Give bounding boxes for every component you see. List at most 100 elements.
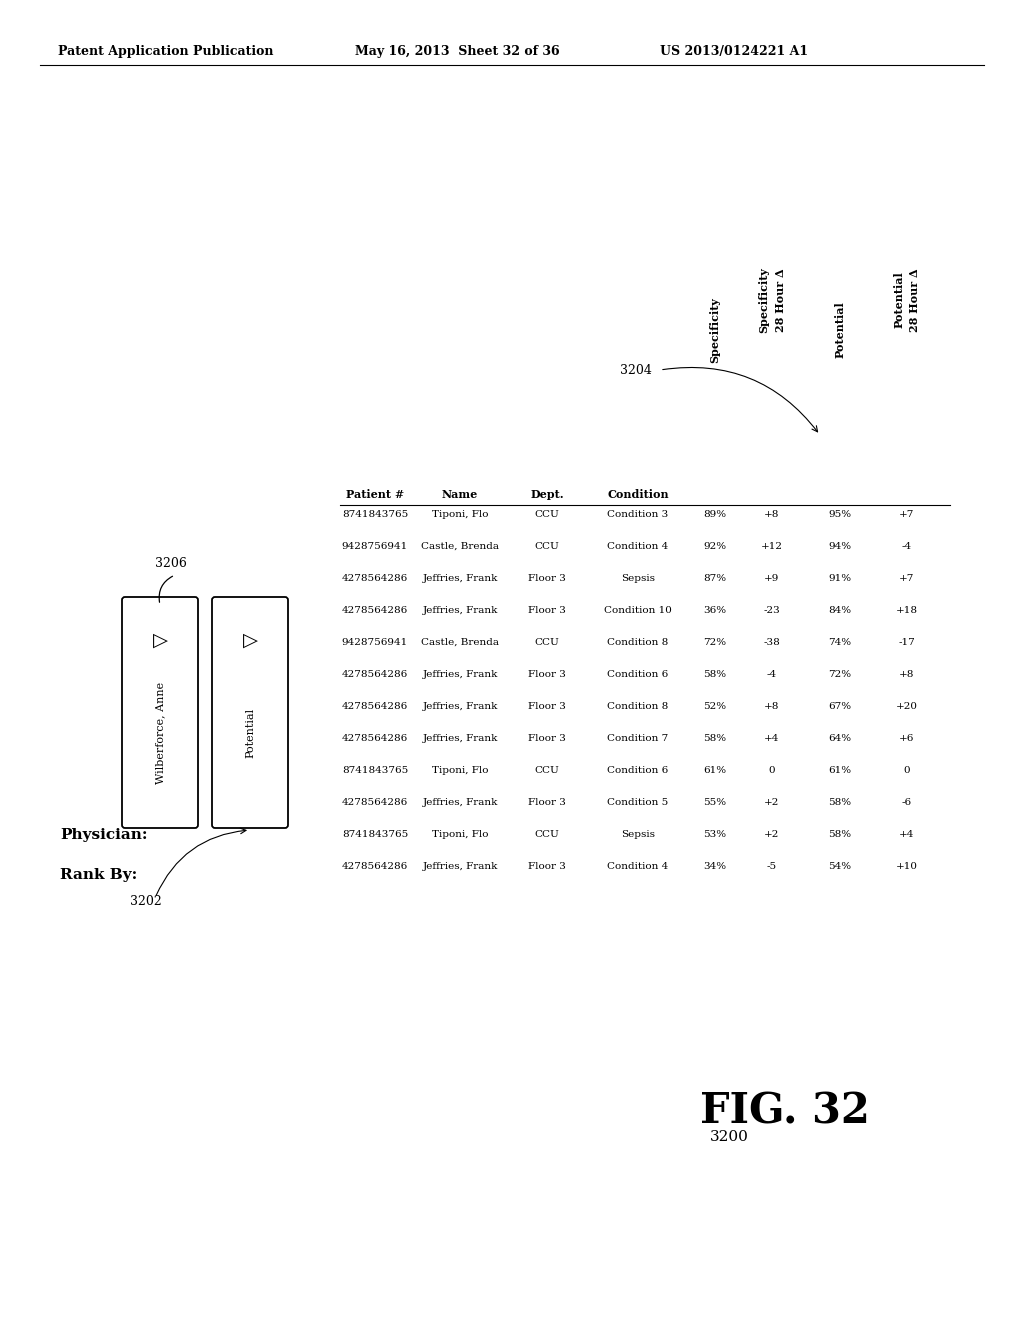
Text: -4: -4 [767, 671, 777, 678]
Text: -38: -38 [764, 638, 780, 647]
Text: US 2013/0124221 A1: US 2013/0124221 A1 [660, 45, 808, 58]
Text: Jeffries, Frank: Jeffries, Frank [422, 606, 498, 615]
Text: Castle, Brenda: Castle, Brenda [421, 543, 499, 550]
Text: 3206: 3206 [155, 557, 186, 570]
Text: 58%: 58% [828, 830, 852, 840]
Text: 3200: 3200 [710, 1130, 749, 1144]
Text: Tiponi, Flo: Tiponi, Flo [432, 766, 488, 775]
Text: 89%: 89% [703, 510, 727, 519]
Text: +18: +18 [896, 606, 918, 615]
Text: Condition 8: Condition 8 [607, 702, 669, 711]
Text: +7: +7 [899, 574, 914, 583]
Text: +6: +6 [899, 734, 914, 743]
Text: Condition 6: Condition 6 [607, 766, 669, 775]
Text: Jeffries, Frank: Jeffries, Frank [422, 799, 498, 807]
Text: 4278564286: 4278564286 [342, 574, 409, 583]
Text: Jeffries, Frank: Jeffries, Frank [422, 671, 498, 678]
Text: ▷: ▷ [153, 631, 168, 649]
Text: Condition 5: Condition 5 [607, 799, 669, 807]
Text: Dept.: Dept. [530, 488, 564, 500]
Text: Name: Name [442, 488, 478, 500]
Text: 95%: 95% [828, 510, 852, 519]
Text: Floor 3: Floor 3 [528, 862, 566, 871]
Text: 4278564286: 4278564286 [342, 671, 409, 678]
Text: 54%: 54% [828, 862, 852, 871]
Text: 74%: 74% [828, 638, 852, 647]
Text: 0: 0 [904, 766, 910, 775]
Text: Specificity: Specificity [710, 297, 721, 363]
Text: Condition 7: Condition 7 [607, 734, 669, 743]
Text: Condition 8: Condition 8 [607, 638, 669, 647]
Text: CCU: CCU [535, 830, 559, 840]
FancyBboxPatch shape [212, 597, 288, 828]
Text: 4278564286: 4278564286 [342, 702, 409, 711]
Text: 9428756941: 9428756941 [342, 638, 409, 647]
Text: +8: +8 [899, 671, 914, 678]
Text: Condition 10: Condition 10 [604, 606, 672, 615]
Text: CCU: CCU [535, 543, 559, 550]
Text: Tiponi, Flo: Tiponi, Flo [432, 510, 488, 519]
Text: CCU: CCU [535, 766, 559, 775]
Text: 55%: 55% [703, 799, 727, 807]
Text: Jeffries, Frank: Jeffries, Frank [422, 574, 498, 583]
Text: -23: -23 [764, 606, 780, 615]
Text: Floor 3: Floor 3 [528, 606, 566, 615]
Text: Specificity: Specificity [759, 267, 769, 333]
Text: Floor 3: Floor 3 [528, 702, 566, 711]
Text: FIG. 32: FIG. 32 [700, 1090, 869, 1133]
Text: 36%: 36% [703, 606, 727, 615]
Text: Jeffries, Frank: Jeffries, Frank [422, 734, 498, 743]
Text: 52%: 52% [703, 702, 727, 711]
Text: 4278564286: 4278564286 [342, 862, 409, 871]
Text: +9: +9 [764, 574, 779, 583]
Text: Condition 4: Condition 4 [607, 862, 669, 871]
Text: 8741843765: 8741843765 [342, 510, 409, 519]
Text: 72%: 72% [703, 638, 727, 647]
Text: 28 Hour Δ: 28 Hour Δ [774, 268, 785, 331]
Text: 84%: 84% [828, 606, 852, 615]
Text: Sepsis: Sepsis [621, 574, 655, 583]
Text: 3204: 3204 [620, 363, 652, 376]
Text: Patient #: Patient # [346, 488, 404, 500]
Text: Condition 4: Condition 4 [607, 543, 669, 550]
Text: 61%: 61% [828, 766, 852, 775]
FancyBboxPatch shape [122, 597, 198, 828]
Text: 8741843765: 8741843765 [342, 830, 409, 840]
Text: May 16, 2013  Sheet 32 of 36: May 16, 2013 Sheet 32 of 36 [355, 45, 560, 58]
Text: Jeffries, Frank: Jeffries, Frank [422, 862, 498, 871]
Text: Potential: Potential [245, 708, 255, 758]
Text: 4278564286: 4278564286 [342, 734, 409, 743]
Text: Floor 3: Floor 3 [528, 574, 566, 583]
Text: -6: -6 [902, 799, 912, 807]
Text: +20: +20 [896, 702, 918, 711]
Text: Wilberforce, Anne: Wilberforce, Anne [155, 681, 165, 784]
Text: Castle, Brenda: Castle, Brenda [421, 638, 499, 647]
Text: Patent Application Publication: Patent Application Publication [58, 45, 273, 58]
Text: 28 Hour Δ: 28 Hour Δ [909, 268, 921, 331]
Text: +2: +2 [764, 830, 779, 840]
Text: 72%: 72% [828, 671, 852, 678]
Text: 67%: 67% [828, 702, 852, 711]
Text: Potential: Potential [894, 272, 904, 329]
Text: 64%: 64% [828, 734, 852, 743]
Text: 53%: 53% [703, 830, 727, 840]
Text: 4278564286: 4278564286 [342, 799, 409, 807]
Text: CCU: CCU [535, 510, 559, 519]
Text: -5: -5 [767, 862, 777, 871]
Text: ▷: ▷ [243, 631, 257, 649]
Text: Tiponi, Flo: Tiponi, Flo [432, 830, 488, 840]
Text: 87%: 87% [703, 574, 727, 583]
Text: CCU: CCU [535, 638, 559, 647]
Text: Condition: Condition [607, 488, 669, 500]
Text: Potential: Potential [835, 302, 846, 358]
Text: Floor 3: Floor 3 [528, 799, 566, 807]
Text: Floor 3: Floor 3 [528, 734, 566, 743]
Text: Physician:: Physician: [60, 828, 147, 842]
Text: 58%: 58% [828, 799, 852, 807]
Text: 8741843765: 8741843765 [342, 766, 409, 775]
Text: 0: 0 [769, 766, 775, 775]
Text: +8: +8 [764, 510, 779, 519]
Text: +8: +8 [764, 702, 779, 711]
Text: 3202: 3202 [130, 895, 162, 908]
Text: 61%: 61% [703, 766, 727, 775]
